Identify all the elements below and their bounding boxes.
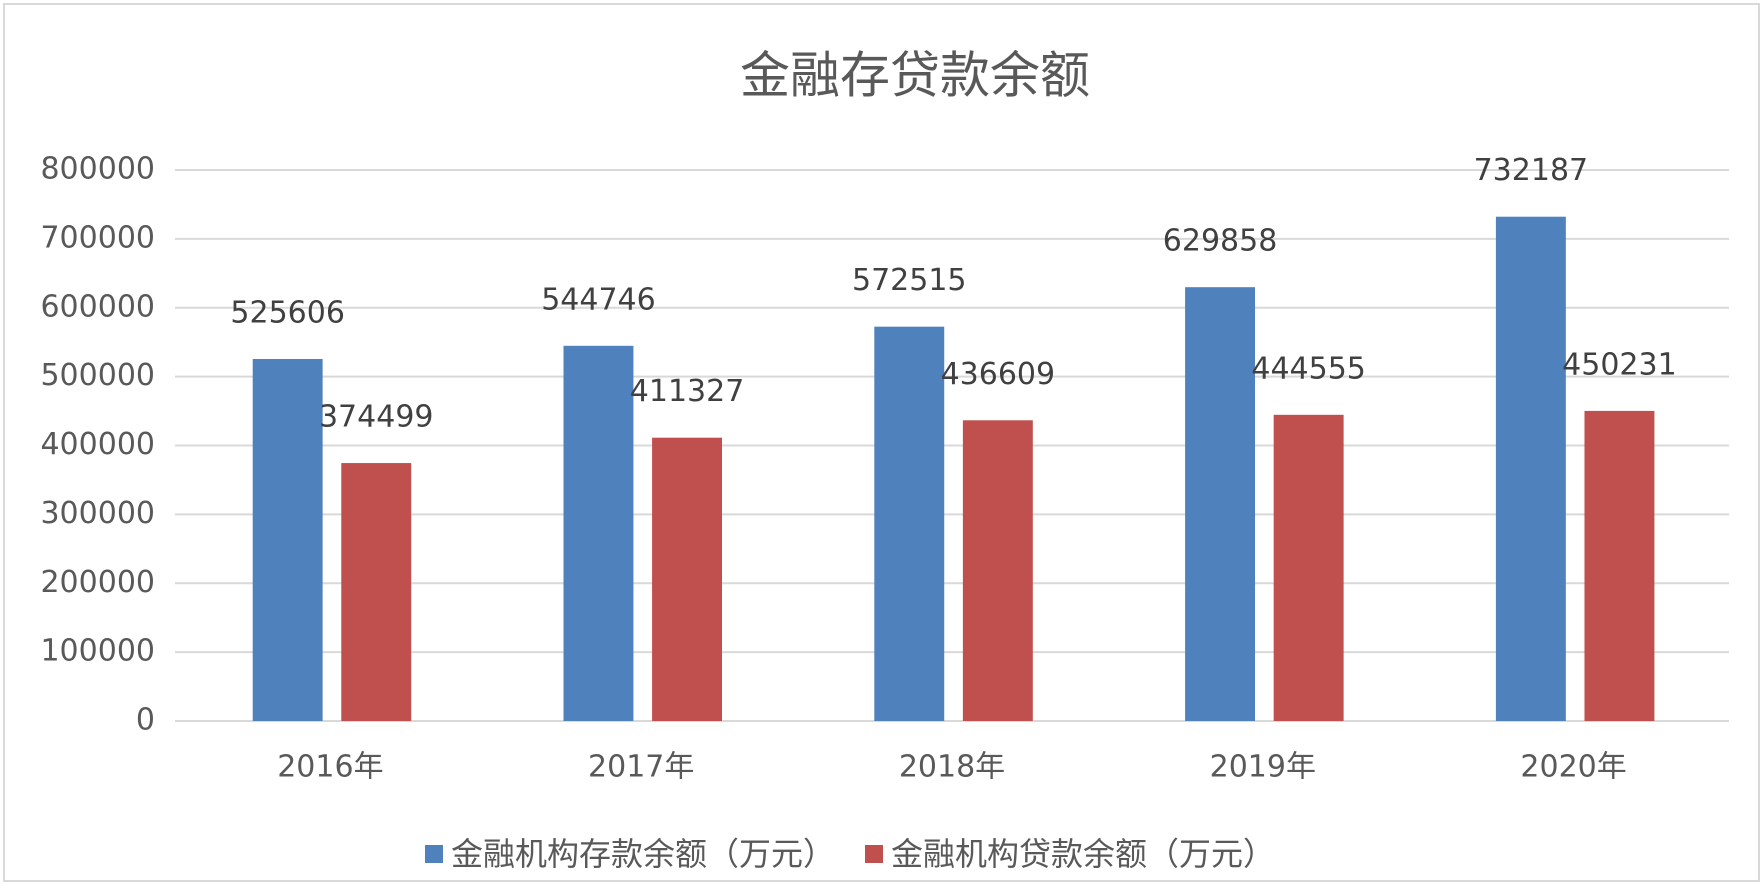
bar (1495, 216, 1566, 721)
legend-swatch (865, 845, 884, 863)
value-label: 444555 (1251, 351, 1366, 386)
y-tick-label: 0 (136, 703, 155, 738)
bar (1584, 410, 1655, 721)
y-tick-label: 100000 (40, 634, 155, 669)
legend-label: 金融机构存款余额（万元） (451, 835, 835, 873)
value-label: 629858 (1163, 224, 1278, 259)
value-label: 374499 (319, 400, 434, 435)
x-tick-label: 2019年 (1210, 750, 1316, 785)
legend-label: 金融机构贷款余额（万元） (891, 835, 1275, 873)
x-tick-label: 2020年 (1520, 750, 1626, 785)
value-label: 525606 (230, 295, 345, 330)
value-label: 732187 (1474, 153, 1589, 188)
y-tick-label: 300000 (40, 496, 155, 531)
value-label: 411327 (630, 374, 745, 409)
bar (874, 326, 945, 721)
bar (563, 345, 634, 721)
chart-title: 金融存贷款余额 (740, 47, 1090, 105)
y-tick-label: 600000 (40, 289, 155, 324)
value-label: 436609 (941, 357, 1056, 392)
bar (252, 358, 323, 721)
x-tick-label: 2016年 (277, 750, 383, 785)
y-tick-label: 200000 (40, 565, 155, 600)
chart-border (3, 3, 1760, 882)
bar (962, 420, 1033, 721)
bar (1273, 414, 1344, 721)
y-tick-label: 800000 (40, 152, 155, 187)
value-label: 572515 (852, 263, 967, 298)
y-tick-label: 400000 (40, 427, 155, 462)
value-label: 544746 (541, 282, 656, 317)
x-tick-label: 2017年 (588, 750, 694, 785)
bar (341, 463, 412, 721)
legend-swatch (425, 845, 443, 863)
y-tick-label: 500000 (40, 358, 155, 393)
x-tick-label: 2018年 (899, 750, 1005, 785)
y-tick-label: 700000 (40, 220, 155, 255)
value-label: 450231 (1562, 347, 1677, 382)
bar (652, 437, 723, 721)
bar (1185, 287, 1256, 721)
